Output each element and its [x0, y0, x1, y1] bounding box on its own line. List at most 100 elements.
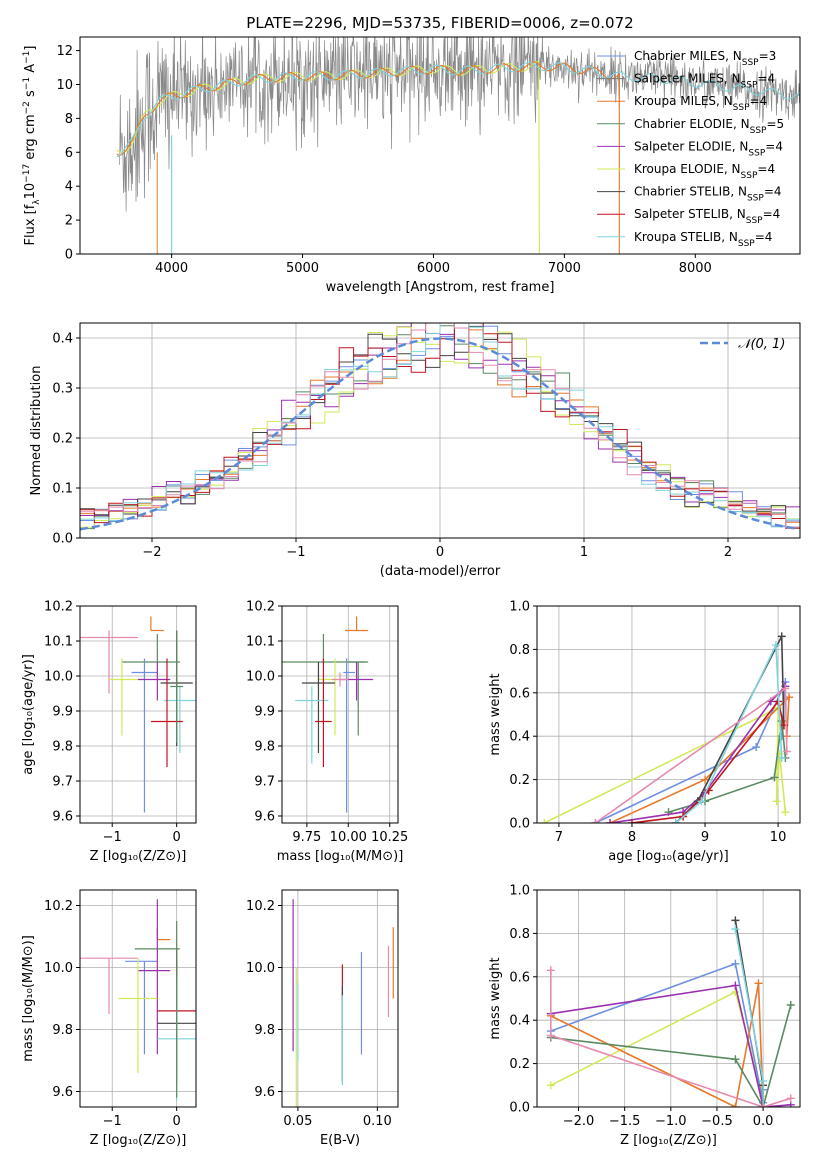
y-tick-label: 0.8: [509, 927, 530, 942]
y-tick-label: 0.0: [509, 817, 530, 832]
weight-line: [550, 984, 791, 1107]
y-tick-label: 10.0: [44, 670, 73, 685]
y-axis-label: mass [log₁₀(M/M⊙)]: [21, 935, 36, 1062]
y-tick-label: 9.9: [52, 705, 73, 720]
weight-marker: [731, 925, 740, 934]
y-tick-label: 10: [56, 78, 73, 93]
weight-line: [550, 962, 764, 1103]
plot-area: [80, 616, 196, 813]
y-tick-label: 0.3: [52, 382, 73, 397]
error-bar: [150, 658, 184, 767]
x-tick-label: 6000: [417, 261, 450, 276]
y-tick-label: 9.6: [52, 810, 73, 825]
frame: [281, 889, 399, 1108]
x-tick-label: 2: [724, 545, 732, 560]
y-tick-label: 4: [65, 180, 73, 195]
histogram-series: [80, 323, 800, 528]
y-tick-label: 2: [65, 214, 73, 229]
axes-residuals: −2 −1 0 1 2 0.0 0.1 0.2 0.3 0.4 (data-model)/error…: [29, 322, 801, 579]
axis-frame: 0.05 0.10 9.6 9.8 10.0 10.2 E(B-V): [246, 889, 399, 1148]
weight-marker: [777, 632, 786, 641]
y-tick-label: 0.1: [52, 482, 73, 497]
weight-marker: [759, 1103, 768, 1107]
weight-marker: [752, 743, 761, 752]
weight-line: [609, 695, 790, 823]
axes-age_vs_mass: 9.75 10.00 10.25 9.6 9.7 9.8 9.9 10.0 10.1 10.2 ma…: [246, 600, 408, 865]
axis-frame: 9.75 10.00 10.25 9.6 9.7 9.8 9.9 10.0 10.1 10.2 ma…: [246, 600, 408, 865]
x-tick-label: 0.05: [283, 1114, 312, 1129]
y-tick-label: 9.6: [254, 810, 275, 825]
legend-entry: Chabrier ELODIE, NSSP=5: [634, 117, 784, 136]
error-bar: [80, 957, 138, 1014]
y-tick-label: 0.2: [509, 773, 530, 788]
y-axis-label: age [log₁₀(age/yr)]: [21, 654, 36, 775]
axis-frame: −2 −1 0 1 2 0.0 0.1 0.2 0.3 0.4 (data-model)/error…: [29, 322, 801, 579]
x-tick-label: 4000: [155, 261, 188, 276]
y-tick-label: 10.2: [246, 899, 275, 914]
y-tick-label: 0.6: [509, 686, 530, 701]
y-tick-label: 10.1: [246, 635, 275, 650]
error-bar: [131, 658, 158, 813]
y-axis-label: Normed distribution: [29, 366, 44, 496]
x-axis-label: E(B-V): [320, 1133, 360, 1148]
model-spectrum: [116, 61, 800, 158]
weight-line: [550, 1004, 792, 1107]
y-tick-label: 10.2: [44, 600, 73, 615]
weight-line: [631, 699, 785, 823]
y-tick-label: 10.0: [246, 961, 275, 976]
weight-marker: [731, 981, 740, 990]
legend-entry: Kroupa MILES, NSSP=4: [634, 94, 767, 113]
weight-marker: [754, 979, 763, 988]
weight-marker: [546, 966, 555, 975]
y-axis-label: mass weight: [488, 673, 503, 755]
histogram-series: [80, 323, 800, 529]
model-spectrum: [116, 61, 540, 254]
weight-marker: [731, 916, 740, 925]
x-tick-label: −1: [103, 830, 122, 845]
legend-entry: Kroupa STELIB, NSSP=4: [634, 230, 772, 249]
axes-spectrum: 4000 5000 6000 7000 8000 0 2 4 6 8 10 12 wavelength …: [22, 36, 801, 295]
x-tick-label: 0.10: [363, 1114, 392, 1129]
error-bar: [156, 927, 171, 941]
y-tick-label: 9.9: [254, 705, 275, 720]
observed-spectrum: [118, 37, 800, 212]
x-axis-label: (data-model)/error: [380, 564, 501, 579]
error-bar: [344, 616, 369, 632]
frame: [536, 605, 801, 824]
x-axis-label: age [log₁₀(age/yr)]: [608, 849, 729, 864]
y-tick-label: 0.4: [509, 730, 530, 745]
plot-area: [540, 632, 794, 823]
plot-area: [80, 323, 800, 531]
y-tick-label: 10.2: [44, 899, 73, 914]
y-tick-label: 10.2: [246, 600, 275, 615]
y-tick-label: 10.0: [44, 961, 73, 976]
axes-mass_vs_Z: −1 0 9.6 9.8 10.0 10.2 Z [log₁₀(Z/Z⊙)] mass [lo…: [21, 889, 197, 1148]
axes-weight_vs_age: 7 8 9 10 0.0 0.2 0.4 0.6 0.8 1.0 age [log₁₀(age/yr…: [488, 600, 801, 864]
weight-marker: [786, 1001, 795, 1010]
y-tick-label: 0.4: [509, 1014, 530, 1029]
error-bar: [150, 616, 164, 632]
x-tick-label: 10.00: [330, 830, 367, 845]
y-tick-label: 0.2: [509, 1057, 530, 1072]
weight-marker: [606, 819, 615, 823]
y-tick-label: 9.8: [254, 740, 275, 755]
axes-age_vs_Z: −1 0 9.6 9.7 9.8 9.9 10.0 10.1 10.2 Z [log₁₀(Z/Z⊙…: [21, 600, 197, 864]
error-bar: [109, 658, 142, 736]
error-bar: [348, 661, 369, 736]
weight-line: [594, 686, 788, 823]
x-tick-label: 1: [580, 545, 588, 560]
plot-area: [282, 616, 374, 813]
weight-line: [675, 636, 785, 823]
x-tick-label: 8: [628, 830, 636, 845]
y-tick-label: 1.0: [509, 884, 530, 899]
y-tick-label: 1.0: [509, 600, 530, 615]
y-tick-label: 9.7: [52, 775, 73, 790]
y-tick-label: 0.2: [52, 432, 73, 447]
weight-marker: [546, 1081, 555, 1090]
x-tick-label: 10: [770, 830, 787, 845]
error-bar: [318, 658, 345, 736]
y-tick-label: 9.8: [52, 1023, 73, 1038]
x-tick-label: 8000: [679, 261, 712, 276]
error-bar: [331, 672, 349, 687]
y-tick-label: 0.0: [52, 532, 73, 547]
